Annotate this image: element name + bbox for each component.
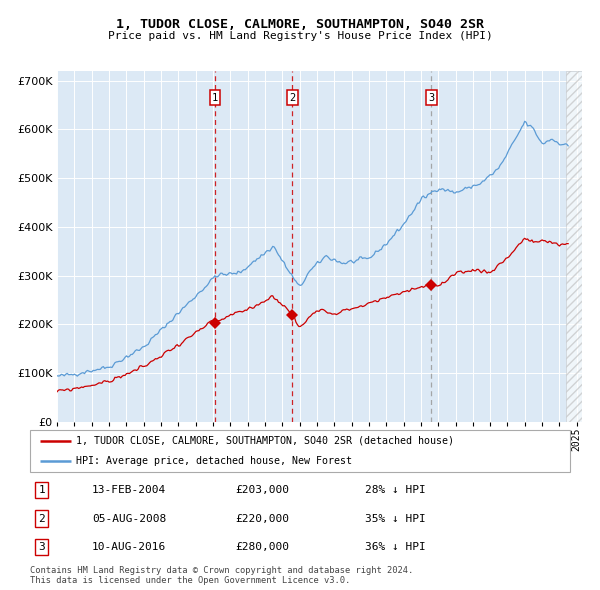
Text: 3: 3 [428, 93, 434, 103]
Text: £280,000: £280,000 [235, 542, 289, 552]
Text: 1: 1 [212, 93, 218, 103]
Text: 35% ↓ HPI: 35% ↓ HPI [365, 514, 425, 523]
Text: 1: 1 [38, 485, 45, 495]
Text: Price paid vs. HM Land Registry's House Price Index (HPI): Price paid vs. HM Land Registry's House … [107, 31, 493, 41]
Text: 1, TUDOR CLOSE, CALMORE, SOUTHAMPTON, SO40 2SR (detached house): 1, TUDOR CLOSE, CALMORE, SOUTHAMPTON, SO… [76, 436, 454, 446]
Text: 13-FEB-2004: 13-FEB-2004 [92, 485, 166, 495]
Text: 3: 3 [38, 542, 45, 552]
Text: £220,000: £220,000 [235, 514, 289, 523]
Text: 1, TUDOR CLOSE, CALMORE, SOUTHAMPTON, SO40 2SR: 1, TUDOR CLOSE, CALMORE, SOUTHAMPTON, SO… [116, 18, 484, 31]
Text: 28% ↓ HPI: 28% ↓ HPI [365, 485, 425, 495]
Text: Contains HM Land Registry data © Crown copyright and database right 2024.: Contains HM Land Registry data © Crown c… [30, 566, 413, 575]
Text: HPI: Average price, detached house, New Forest: HPI: Average price, detached house, New … [76, 455, 352, 466]
Text: 2: 2 [38, 514, 45, 523]
Text: 2: 2 [289, 93, 296, 103]
Text: This data is licensed under the Open Government Licence v3.0.: This data is licensed under the Open Gov… [30, 576, 350, 585]
Text: £203,000: £203,000 [235, 485, 289, 495]
Text: 10-AUG-2016: 10-AUG-2016 [92, 542, 166, 552]
Text: 05-AUG-2008: 05-AUG-2008 [92, 514, 166, 523]
Text: 36% ↓ HPI: 36% ↓ HPI [365, 542, 425, 552]
